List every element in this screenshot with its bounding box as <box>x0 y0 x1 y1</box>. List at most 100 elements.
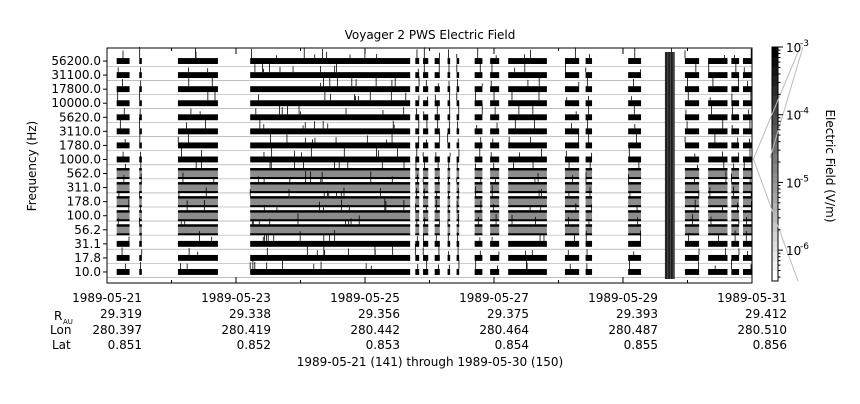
data-block <box>447 120 451 135</box>
plot-area <box>106 46 753 284</box>
data-block <box>138 218 142 236</box>
data-block-fill <box>708 156 728 163</box>
data-block <box>628 131 642 149</box>
data-block <box>684 199 700 222</box>
data-block <box>447 152 451 163</box>
data-block-top <box>456 196 460 199</box>
data-block <box>564 151 580 163</box>
data-block <box>139 46 142 64</box>
data-block-bottom <box>474 191 483 194</box>
data-block-fill <box>742 210 752 222</box>
data-block <box>474 250 483 261</box>
data-block-bottom <box>116 233 130 236</box>
data-block-fill <box>415 58 420 64</box>
data-block-bottom <box>731 205 740 208</box>
colorbar-step <box>772 95 778 106</box>
data-block-fill <box>250 196 411 208</box>
data-block <box>490 80 500 93</box>
data-block-bottom <box>177 233 218 236</box>
data-block <box>628 160 642 180</box>
data-block <box>708 158 728 180</box>
data-block-fill <box>177 269 218 275</box>
data-block-bottom <box>139 191 142 194</box>
data-block <box>684 233 700 247</box>
colorbar-tick-exponent: -6 <box>800 242 809 252</box>
data-block-fill <box>628 128 642 135</box>
data-block <box>423 139 429 149</box>
data-block-fill <box>474 86 483 93</box>
data-block-fill <box>708 210 728 222</box>
data-block-fill <box>139 182 142 194</box>
y-tick-label: 17.8 <box>74 251 101 265</box>
data-block <box>628 69 642 79</box>
data-block-fill <box>564 182 580 194</box>
data-block-fill <box>474 210 483 222</box>
data-block-fill <box>447 156 451 163</box>
data-block <box>447 62 451 79</box>
data-block-fill <box>250 269 411 275</box>
data-block <box>564 62 580 79</box>
data-block-fill <box>564 168 580 180</box>
data-block-fill <box>490 142 500 149</box>
data-block-fill <box>742 142 752 149</box>
data-block <box>684 63 700 79</box>
data-block <box>250 244 411 261</box>
data-block-bottom <box>564 191 580 194</box>
chart-title: Voyager 2 PWS Electric Field <box>345 28 516 42</box>
y-tick-label: 17800.0 <box>51 82 101 96</box>
data-block-top <box>585 224 593 227</box>
data-block-fill <box>250 168 411 180</box>
data-block <box>490 251 500 261</box>
data-block <box>474 178 483 194</box>
plot-background <box>107 48 752 283</box>
data-block-bottom <box>508 233 547 236</box>
data-block-fill <box>684 58 700 64</box>
data-block-bottom <box>250 177 411 180</box>
data-block <box>456 92 460 107</box>
data-block <box>456 64 460 79</box>
data-block-top <box>474 168 483 171</box>
data-block <box>684 153 700 163</box>
data-block-top <box>628 224 642 227</box>
data-block-fill <box>139 58 142 64</box>
data-block-top <box>447 210 451 213</box>
data-block <box>508 189 547 208</box>
data-block-fill <box>684 210 700 222</box>
ephem-lon-value: 280.487 <box>608 323 658 337</box>
data-block-bottom <box>250 205 411 208</box>
data-block <box>585 230 593 247</box>
data-block <box>731 125 740 135</box>
data-block-fill <box>250 224 411 236</box>
data-block-top <box>508 168 547 171</box>
data-block-fill <box>585 224 593 236</box>
data-block <box>628 148 642 163</box>
data-block-fill <box>508 254 547 261</box>
data-block-top <box>447 196 451 199</box>
data-block-bottom <box>447 177 451 180</box>
data-block-top <box>564 210 580 213</box>
data-block-fill <box>731 128 740 135</box>
data-block <box>742 191 752 208</box>
data-block <box>490 179 500 194</box>
ephem-lat-value: 0.853 <box>366 338 400 352</box>
data-block-top <box>508 224 547 227</box>
data-block <box>456 260 460 275</box>
data-block <box>684 136 700 149</box>
data-block-bottom <box>564 205 580 208</box>
data-block-fill <box>447 224 451 236</box>
data-block-fill <box>474 100 483 107</box>
data-block-fill <box>708 254 728 261</box>
data-block <box>250 119 411 135</box>
data-block <box>422 152 429 163</box>
colorbar-tick-exponent: -5 <box>800 174 809 184</box>
data-block <box>415 264 420 275</box>
data-block-bottom <box>508 177 547 180</box>
ephem-r-value: 29.393 <box>616 307 658 321</box>
data-block-fill <box>139 224 142 236</box>
ephem-label-r: R <box>54 309 62 323</box>
data-block-fill <box>474 142 483 149</box>
data-block-top <box>474 182 483 185</box>
data-block <box>139 80 142 93</box>
data-block <box>447 132 451 149</box>
data-block-fill <box>742 72 752 79</box>
